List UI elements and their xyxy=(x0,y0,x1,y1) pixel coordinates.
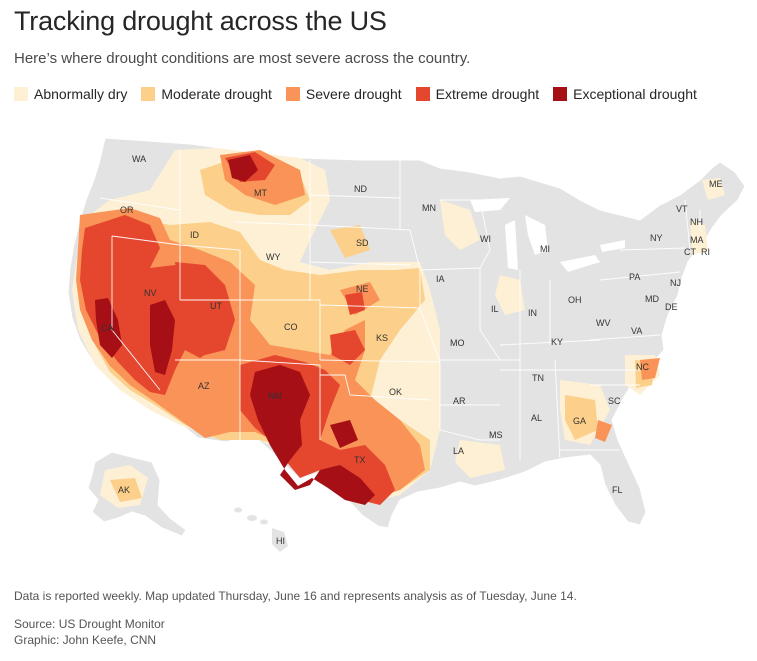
state-label-ri: RI xyxy=(701,247,710,257)
state-label-ct: CT xyxy=(684,247,696,257)
state-label-fl: FL xyxy=(612,485,623,495)
state-label-wv: WV xyxy=(596,318,611,328)
state-labels: WA OR CA ID NV MT WY UT AZ CO NM ND SD N… xyxy=(101,154,723,546)
state-label-ky: KY xyxy=(551,337,563,347)
state-label-in: IN xyxy=(528,308,537,318)
legend-item-extreme-drought: Extreme drought xyxy=(415,86,540,102)
state-label-nm: NM xyxy=(268,391,282,401)
legend: Abnormally dry Moderate drought Severe d… xyxy=(14,86,711,102)
state-label-ak: AK xyxy=(118,485,130,495)
state-label-co: CO xyxy=(284,322,298,332)
legend-label: Exceptional drought xyxy=(573,86,697,102)
state-label-id: ID xyxy=(190,230,200,240)
legend-item-severe-drought: Severe drought xyxy=(285,86,402,102)
great-lakes xyxy=(470,198,625,272)
legend-label: Extreme drought xyxy=(435,86,540,102)
state-label-mt: MT xyxy=(254,188,267,198)
state-label-ar: AR xyxy=(453,396,466,406)
state-label-nd: ND xyxy=(354,184,367,194)
state-label-nv: NV xyxy=(144,288,157,298)
subtitle: Here’s where drought conditions are most… xyxy=(14,50,471,67)
state-label-il: IL xyxy=(491,304,499,314)
page-title: Tracking drought across the US xyxy=(14,6,387,36)
state-label-wy: WY xyxy=(266,252,281,262)
state-label-ny: NY xyxy=(650,233,663,243)
state-label-ia: IA xyxy=(436,274,445,284)
state-label-sd: SD xyxy=(356,238,369,248)
state-label-wi: WI xyxy=(480,234,491,244)
state-label-vt: VT xyxy=(676,204,688,214)
state-label-az: AZ xyxy=(198,381,210,391)
state-label-or: OR xyxy=(120,205,134,215)
state-label-oh: OH xyxy=(568,295,582,305)
legend-item-exceptional-drought: Exceptional drought xyxy=(553,86,697,102)
state-label-va: VA xyxy=(631,326,642,336)
state-label-pa: PA xyxy=(629,272,640,282)
state-label-ma: MA xyxy=(690,235,704,245)
state-label-wa: WA xyxy=(132,154,146,164)
state-label-mo: MO xyxy=(450,338,465,348)
state-borders xyxy=(99,150,701,461)
state-label-ms: MS xyxy=(489,430,503,440)
legend-swatch xyxy=(141,87,156,101)
data-note: Data is reported weekly. Map updated Thu… xyxy=(14,589,577,603)
legend-label: Moderate drought xyxy=(161,86,272,102)
state-label-de: DE xyxy=(665,302,678,312)
exceptional-drought-areas xyxy=(95,155,375,505)
state-label-me: ME xyxy=(709,179,723,189)
legend-swatch xyxy=(415,87,430,101)
legend-item-moderate-drought: Moderate drought xyxy=(141,86,272,102)
hawaii-shape xyxy=(234,507,288,552)
state-label-ok: OK xyxy=(389,387,402,397)
state-label-ne: NE xyxy=(356,284,369,294)
state-label-tx: TX xyxy=(354,455,366,465)
state-label-ca: CA xyxy=(101,323,114,333)
drought-map: WA OR CA ID NV MT WY UT AZ CO NM ND SD N… xyxy=(67,137,746,552)
state-label-nh: NH xyxy=(690,217,703,227)
state-label-la: LA xyxy=(453,446,464,456)
state-label-al: AL xyxy=(531,413,542,423)
state-label-hi: HI xyxy=(276,536,285,546)
legend-item-abnormally-dry: Abnormally dry xyxy=(14,86,127,102)
legend-label: Abnormally dry xyxy=(34,86,128,102)
state-label-nc: NC xyxy=(636,362,649,372)
legend-swatch xyxy=(14,87,28,101)
state-label-md: MD xyxy=(645,294,659,304)
legend-swatch xyxy=(553,87,568,101)
legend-label: Severe drought xyxy=(305,86,402,102)
state-label-tn: TN xyxy=(532,373,544,383)
state-label-ut: UT xyxy=(210,301,222,311)
source-credit: Source: US Drought Monitor xyxy=(14,617,165,631)
legend-swatch xyxy=(285,87,300,101)
state-label-nj: NJ xyxy=(670,278,681,288)
state-label-sc: SC xyxy=(608,396,621,406)
state-label-ks: KS xyxy=(376,333,388,343)
state-label-mi: MI xyxy=(540,244,550,254)
graphic-credit: Graphic: John Keefe, CNN xyxy=(14,633,157,647)
state-label-ga: GA xyxy=(573,416,586,426)
state-label-mn: MN xyxy=(422,203,436,213)
